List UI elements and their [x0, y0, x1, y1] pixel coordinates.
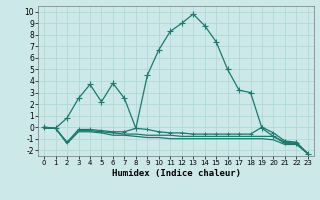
X-axis label: Humidex (Indice chaleur): Humidex (Indice chaleur): [111, 169, 241, 178]
